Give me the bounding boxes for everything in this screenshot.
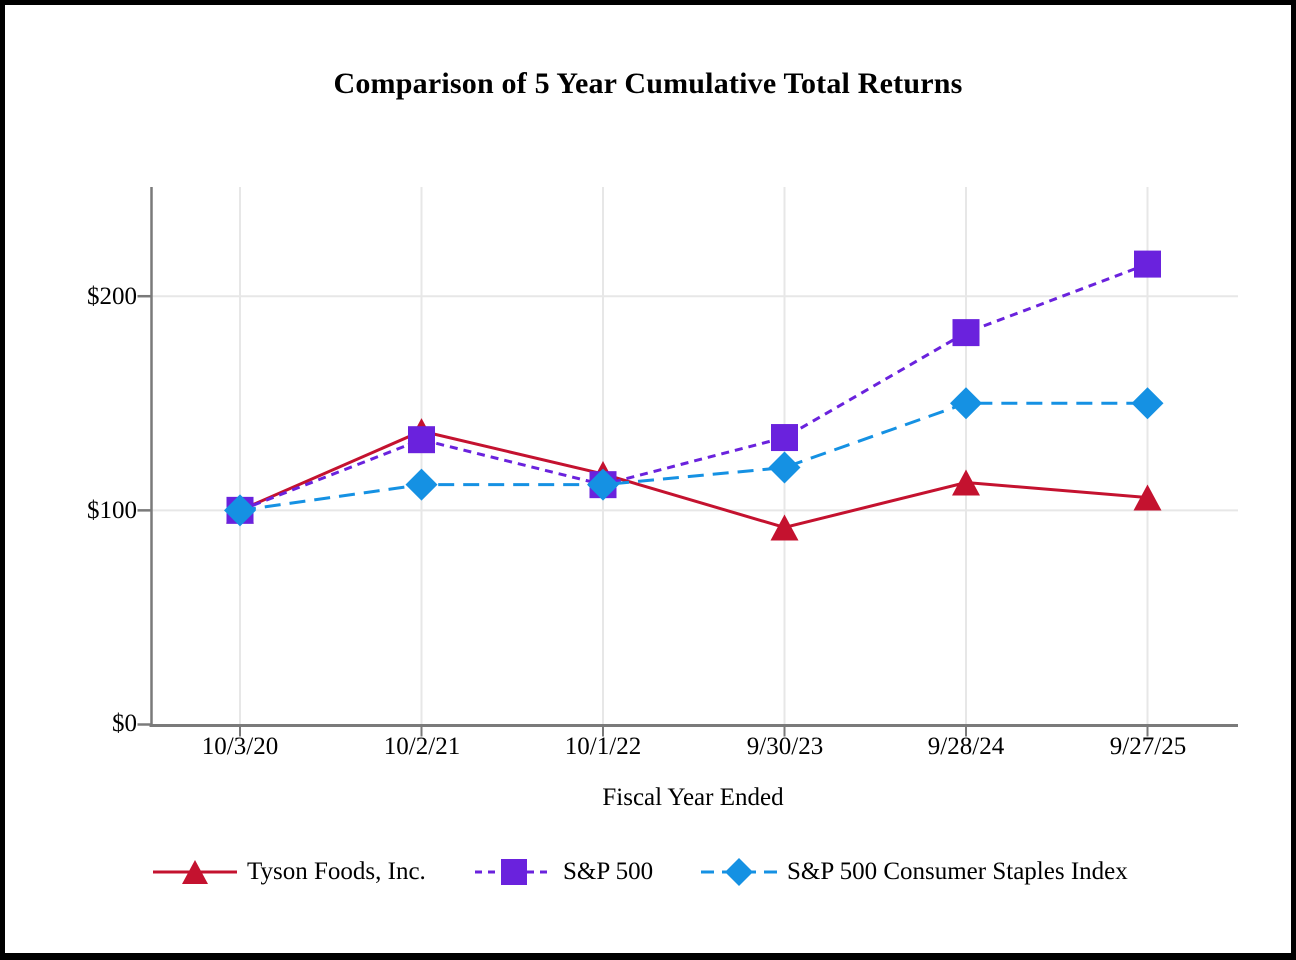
x-tick-label-3: 9/30/23 — [746, 733, 824, 760]
series-0-marker-4 — [952, 469, 980, 496]
series-2-marker-3 — [768, 451, 801, 484]
staples-legend-marker-icon — [701, 858, 777, 886]
series-0-marker-5 — [1133, 484, 1162, 511]
series-1-marker-5 — [1134, 250, 1161, 278]
series-1-marker-3 — [771, 424, 798, 452]
y-tick-label-0: $0 — [112, 710, 137, 737]
x-tick-label-5: 9/27/25 — [1109, 733, 1187, 760]
x-tick-label-2: 10/1/22 — [564, 733, 642, 760]
tyson-legend-marker-icon — [153, 860, 237, 884]
legend-marker — [501, 859, 527, 885]
series-1-marker-1 — [408, 426, 435, 454]
line-chart-plot — [137, 187, 1238, 737]
legend-label-staples: S&P 500 Consumer Staples Index — [787, 858, 1128, 885]
legend-item-sp500: S&P 500 — [475, 855, 653, 889]
legend-label-tyson: Tyson Foods, Inc. — [247, 858, 426, 885]
legend-marker — [182, 860, 208, 884]
series-line-2 — [239, 401, 1148, 512]
legend-label-sp500: S&P 500 — [563, 858, 654, 885]
legend-item-staples: S&P 500 Consumer Staples Index — [701, 855, 1128, 889]
x-axis-title: Fiscal Year Ended — [602, 784, 784, 811]
series-0-marker-3 — [770, 514, 799, 541]
legend-item-tyson: Tyson Foods, Inc. — [153, 855, 426, 889]
series-2-marker-0 — [224, 494, 256, 527]
series-line-0 — [239, 429, 1148, 530]
x-tick-label-4: 9/28/24 — [927, 733, 1005, 760]
y-tick-label-100: $100 — [87, 497, 137, 524]
x-tick-label-1: 10/2/21 — [383, 733, 461, 760]
series-2-marker-2 — [587, 468, 619, 501]
legend-marker — [725, 858, 753, 886]
series-2-marker-1 — [405, 468, 438, 501]
series-2-marker-5 — [1131, 387, 1164, 420]
series-line-1 — [239, 262, 1149, 512]
y-tick-label-200: $200 — [87, 283, 137, 310]
sp500-legend-marker-icon — [475, 859, 553, 885]
series-2-marker-4 — [950, 387, 982, 420]
series-1-marker-4 — [952, 319, 980, 347]
x-tick-label-0: 10/3/20 — [201, 733, 279, 760]
chart-title: Comparison of 5 Year Cumulative Total Re… — [333, 67, 963, 100]
